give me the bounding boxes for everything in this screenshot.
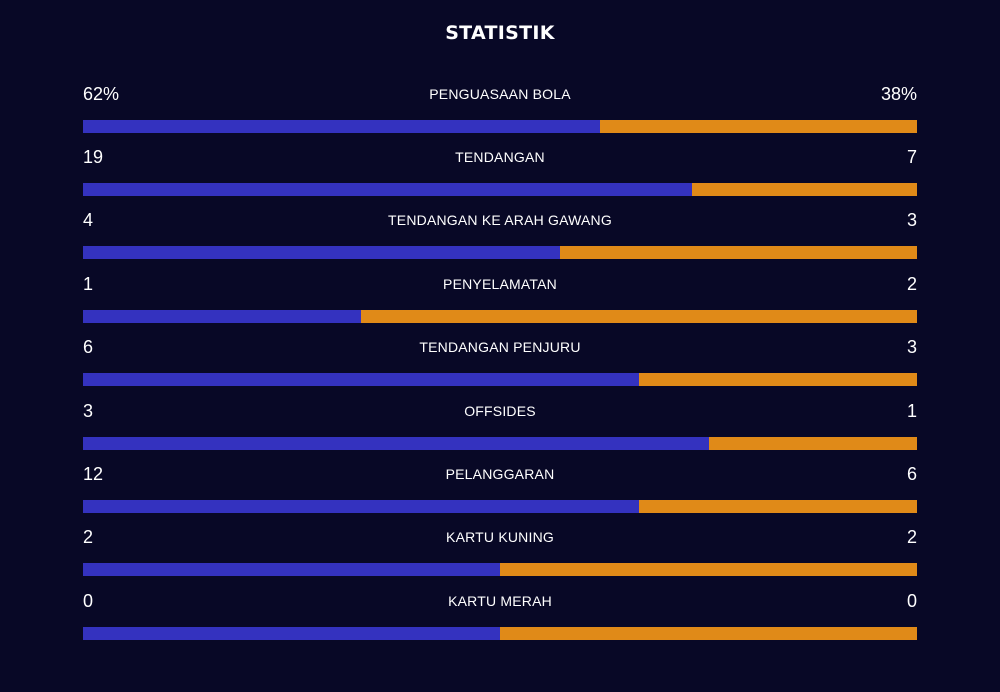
away-bar [708, 437, 917, 450]
comparison-bar [83, 500, 917, 513]
away-bar [639, 373, 917, 386]
stat-label: OFFSIDES [464, 403, 536, 419]
away-value: 7 [906, 147, 917, 167]
home-bar [83, 183, 693, 196]
home-bar [83, 246, 560, 259]
comparison-bar [83, 563, 917, 576]
stat-row-saves: 1 PENYELAMATAN 2 [83, 273, 917, 329]
away-bar [500, 563, 917, 576]
away-bar [692, 183, 917, 196]
home-value: 1 [83, 274, 94, 294]
stat-label: KARTU KUNING [446, 529, 554, 545]
home-bar [83, 310, 361, 323]
stat-row-shots: 19 TENDANGAN 7 [83, 146, 917, 202]
away-value: 3 [906, 337, 917, 357]
comparison-bar [83, 373, 917, 386]
away-bar [360, 310, 917, 323]
away-bar [559, 246, 917, 259]
away-value: 6 [906, 464, 917, 484]
home-value: 12 [83, 464, 104, 484]
comparison-bar [83, 246, 917, 259]
comparison-bar [83, 120, 917, 133]
away-value: 0 [906, 591, 917, 611]
away-value: 3 [906, 210, 917, 230]
stat-label: PENGUASAAN BOLA [429, 86, 571, 102]
stat-label: PENYELAMATAN [443, 276, 557, 292]
stat-label: TENDANGAN KE ARAH GAWANG [388, 212, 612, 228]
stat-row-shots-on-target: 4 TENDANGAN KE ARAH GAWANG 3 [83, 209, 917, 265]
home-value: 0 [83, 591, 94, 611]
home-bar [83, 120, 601, 133]
away-value: 2 [906, 527, 917, 547]
home-value: 19 [83, 147, 104, 167]
home-bar [83, 563, 500, 576]
comparison-bar [83, 310, 917, 323]
stat-row-yellow-cards: 2 KARTU KUNING 2 [83, 526, 917, 582]
stat-row-possession: 62% PENGUASAAN BOLA 38% [83, 83, 917, 139]
home-value: 62% [83, 84, 120, 104]
stat-label: PELANGGARAN [445, 466, 555, 482]
away-value: 1 [906, 401, 917, 421]
home-value: 2 [83, 527, 94, 547]
home-value: 4 [83, 210, 94, 230]
home-bar [83, 437, 709, 450]
home-value: 3 [83, 401, 94, 421]
stat-row-corners: 6 TENDANGAN PENJURU 3 [83, 336, 917, 392]
away-bar [639, 500, 917, 513]
stat-label: TENDANGAN [455, 149, 545, 165]
away-bar [600, 120, 917, 133]
comparison-bar [83, 437, 917, 450]
stat-row-red-cards: 0 KARTU MERAH 0 [83, 590, 917, 646]
stat-label: TENDANGAN PENJURU [419, 339, 581, 355]
stat-row-fouls: 12 PELANGGARAN 6 [83, 463, 917, 519]
comparison-bar [83, 627, 917, 640]
page-title: STATISTIK [445, 22, 555, 44]
home-bar [83, 500, 640, 513]
away-value: 2 [906, 274, 917, 294]
stat-label: KARTU MERAH [448, 593, 552, 609]
home-value: 6 [83, 337, 94, 357]
away-value: 38% [880, 84, 917, 104]
home-bar [83, 373, 640, 386]
away-bar [500, 627, 917, 640]
home-bar [83, 627, 500, 640]
comparison-bar [83, 183, 917, 196]
stat-row-offsides: 3 OFFSIDES 1 [83, 400, 917, 456]
